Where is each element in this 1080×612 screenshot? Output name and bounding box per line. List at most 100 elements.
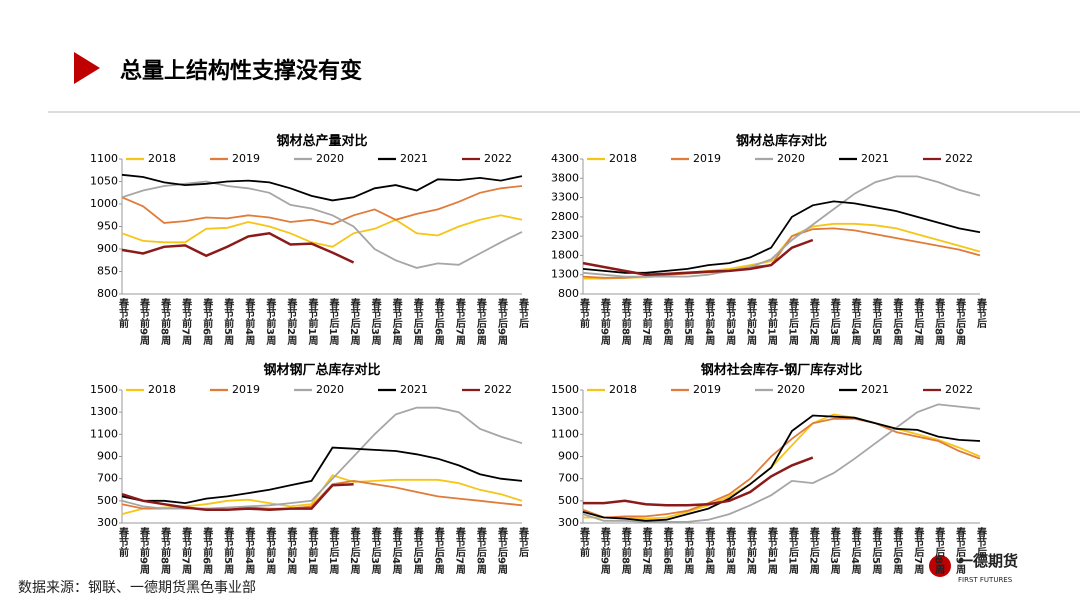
series-line bbox=[582, 175, 981, 278]
x-tick-label: 春节后4周 bbox=[390, 297, 402, 346]
y-tick-label: 2800 bbox=[551, 210, 579, 223]
legend-label: 2018 bbox=[148, 152, 176, 165]
y-tick-label: 850 bbox=[97, 265, 118, 278]
x-tick-label: 春节后5周 bbox=[870, 526, 882, 575]
title-marker bbox=[74, 52, 100, 84]
x-tick-label: 春节后6周 bbox=[891, 526, 903, 575]
x-tick-label: 春节后9周 bbox=[954, 526, 966, 575]
legend-label: 2018 bbox=[148, 383, 176, 396]
x-tick-label: 春节后5周 bbox=[870, 297, 882, 346]
x-tick-label: 春节前1周 bbox=[766, 297, 778, 346]
y-tick-label: 4300 bbox=[551, 152, 579, 165]
x-tick-label: 春节后 bbox=[975, 526, 987, 558]
legend-label: 2021 bbox=[861, 383, 889, 396]
x-tick-label: 春节前4周 bbox=[243, 297, 255, 346]
legend-label: 2018 bbox=[609, 152, 637, 165]
series-line bbox=[121, 180, 523, 269]
y-tick-label: 1100 bbox=[90, 427, 118, 440]
y-tick-label: 1100 bbox=[551, 427, 579, 440]
y-tick-label: 1100 bbox=[90, 152, 118, 165]
x-tick-label: 春节前3周 bbox=[724, 297, 736, 346]
x-tick-label: 春节前1周 bbox=[306, 526, 318, 575]
chart-title: 钢材社会库存-钢厂库存对比 bbox=[701, 362, 862, 378]
x-tick-label: 春节前2周 bbox=[745, 297, 757, 346]
x-tick-label: 春节前6周 bbox=[661, 526, 673, 575]
x-tick-label: 春节前2周 bbox=[745, 526, 757, 575]
x-tick-label: 春节后6周 bbox=[432, 526, 444, 575]
y-tick-label: 900 bbox=[97, 242, 118, 255]
y-tick-label: 1800 bbox=[551, 248, 579, 261]
x-tick-label: 春节后4周 bbox=[390, 526, 402, 575]
x-tick-label: 春节前 bbox=[578, 297, 590, 329]
legend-label: 2022 bbox=[945, 152, 973, 165]
legend-label: 2019 bbox=[232, 383, 260, 396]
x-tick-label: 春节后1周 bbox=[786, 526, 798, 575]
x-tick-label: 春节前5周 bbox=[682, 297, 694, 346]
y-tick-label: 1300 bbox=[551, 268, 579, 281]
x-tick-label: 春节前 bbox=[578, 526, 590, 558]
y-tick-label: 1000 bbox=[90, 197, 118, 210]
y-tick-label: 1300 bbox=[551, 405, 579, 418]
y-tick-label: 2300 bbox=[551, 229, 579, 242]
y-tick-label: 3300 bbox=[551, 191, 579, 204]
y-tick-label: 900 bbox=[97, 450, 118, 463]
x-tick-label: 春节后1周 bbox=[327, 297, 339, 346]
x-tick-label: 春节前6周 bbox=[201, 526, 213, 575]
x-tick-label: 春节前2周 bbox=[285, 526, 297, 575]
legend-label: 2021 bbox=[861, 152, 889, 165]
x-tick-label: 春节前 bbox=[117, 526, 129, 558]
legend-label: 2020 bbox=[777, 383, 805, 396]
x-tick-label: 春节前5周 bbox=[222, 297, 234, 346]
legend-label: 2021 bbox=[400, 152, 428, 165]
source-note: 数据来源：钢联、一德期货黑色事业部 bbox=[18, 579, 256, 596]
x-tick-label: 春节后7周 bbox=[912, 297, 924, 346]
x-tick-label: 春节后 bbox=[975, 297, 987, 329]
legend-label: 2020 bbox=[316, 383, 344, 396]
series-line bbox=[582, 414, 981, 522]
x-tick-label: 春节前7周 bbox=[640, 297, 652, 346]
y-tick-label: 500 bbox=[97, 494, 118, 507]
x-tick-label: 春节前8周 bbox=[619, 526, 631, 575]
legend-label: 2019 bbox=[232, 152, 260, 165]
x-tick-label: 春节后4周 bbox=[849, 297, 861, 346]
x-tick-label: 春节后9周 bbox=[954, 297, 966, 346]
x-tick-label: 春节后7周 bbox=[453, 526, 465, 575]
series-line bbox=[121, 173, 523, 202]
chart-title: 钢材总库存对比 bbox=[736, 133, 827, 149]
x-tick-label: 春节后3周 bbox=[828, 297, 840, 346]
x-tick-label: 春节后6周 bbox=[432, 297, 444, 346]
x-tick-label: 春节前9周 bbox=[138, 526, 150, 575]
x-tick-label: 春节后8周 bbox=[474, 297, 486, 346]
y-tick-label: 1500 bbox=[90, 383, 118, 396]
x-tick-label: 春节后8周 bbox=[474, 526, 486, 575]
x-tick-label: 春节后7周 bbox=[453, 297, 465, 346]
legend-label: 2019 bbox=[693, 383, 721, 396]
legend-label: 2022 bbox=[945, 383, 973, 396]
x-tick-label: 春节前7周 bbox=[180, 526, 192, 575]
x-tick-label: 春节后3周 bbox=[369, 526, 381, 575]
series-line bbox=[121, 406, 523, 510]
x-tick-label: 春节后9周 bbox=[495, 526, 507, 575]
x-tick-label: 春节前7周 bbox=[640, 526, 652, 575]
series-line bbox=[583, 413, 981, 520]
y-tick-label: 800 bbox=[558, 287, 579, 300]
x-tick-label: 春节后1周 bbox=[327, 526, 339, 575]
y-tick-label: 500 bbox=[558, 494, 579, 507]
x-tick-label: 春节前8周 bbox=[159, 526, 171, 575]
x-tick-label: 春节前7周 bbox=[180, 297, 192, 346]
series-line bbox=[121, 185, 523, 226]
y-tick-label: 1300 bbox=[90, 405, 118, 418]
x-tick-label: 春节前3周 bbox=[724, 526, 736, 575]
series-line bbox=[582, 403, 981, 523]
legend-label: 2022 bbox=[484, 152, 512, 165]
x-tick-label: 春节前6周 bbox=[661, 297, 673, 346]
series-line bbox=[583, 456, 814, 507]
x-tick-label: 春节后8周 bbox=[933, 297, 945, 346]
x-tick-label: 春节前9周 bbox=[598, 297, 610, 346]
x-tick-label: 春节前8周 bbox=[619, 297, 631, 346]
x-tick-label: 春节后4周 bbox=[849, 526, 861, 575]
x-tick-label: 春节前1周 bbox=[766, 526, 778, 575]
y-tick-label: 300 bbox=[97, 516, 118, 529]
x-tick-label: 春节前8周 bbox=[159, 297, 171, 346]
